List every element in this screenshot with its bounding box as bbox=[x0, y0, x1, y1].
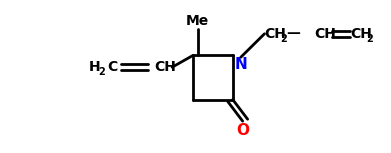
Text: CH: CH bbox=[264, 27, 286, 41]
Text: Me: Me bbox=[186, 14, 209, 28]
Text: CH: CH bbox=[314, 27, 336, 41]
Text: —: — bbox=[286, 26, 300, 40]
Text: C: C bbox=[108, 60, 118, 74]
Text: N: N bbox=[235, 57, 248, 72]
Text: CH: CH bbox=[154, 60, 176, 74]
Text: 2: 2 bbox=[99, 67, 106, 77]
Text: H: H bbox=[89, 60, 100, 74]
Text: O: O bbox=[236, 123, 249, 138]
Text: CH: CH bbox=[350, 27, 372, 41]
Text: 2: 2 bbox=[366, 34, 373, 44]
Text: 2: 2 bbox=[280, 34, 287, 44]
